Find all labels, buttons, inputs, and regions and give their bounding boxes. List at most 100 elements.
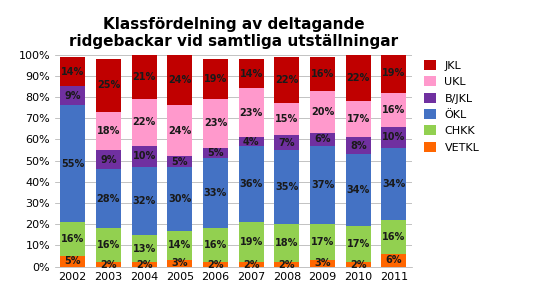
Text: 2%: 2% [243, 259, 260, 270]
Text: 6%: 6% [314, 134, 331, 145]
Bar [167, 167, 192, 231]
Bar [96, 262, 121, 267]
Bar [132, 99, 156, 146]
Text: 2%: 2% [278, 259, 295, 270]
Text: 21%: 21% [132, 72, 156, 82]
Text: 2%: 2% [350, 259, 367, 270]
Bar [346, 154, 371, 226]
Text: 2%: 2% [100, 259, 117, 270]
Text: 55%: 55% [61, 159, 85, 169]
Text: 17%: 17% [311, 237, 334, 247]
Bar [382, 254, 406, 267]
Bar [167, 55, 192, 105]
Bar [346, 226, 371, 262]
Text: 14%: 14% [61, 66, 85, 77]
Bar [96, 59, 121, 112]
Bar [132, 235, 156, 262]
Bar [203, 228, 228, 262]
Bar [96, 169, 121, 228]
Bar [310, 91, 335, 133]
Text: 34%: 34% [382, 179, 406, 189]
Legend: JKL, UKL, B/JKL, ÖKL, CHKK, VETKL: JKL, UKL, B/JKL, ÖKL, CHKK, VETKL [424, 60, 479, 152]
Text: 16%: 16% [61, 234, 85, 244]
Bar [382, 127, 406, 148]
Text: 35%: 35% [275, 182, 299, 192]
Bar [239, 146, 264, 222]
Bar [96, 150, 121, 169]
Bar [346, 137, 371, 154]
Bar [382, 220, 406, 254]
Text: 5%: 5% [207, 148, 224, 158]
Bar [310, 260, 335, 267]
Text: 17%: 17% [346, 114, 370, 124]
Text: 24%: 24% [168, 75, 192, 85]
Bar [132, 262, 156, 267]
Bar [132, 55, 156, 99]
Bar [96, 228, 121, 262]
Text: 2%: 2% [136, 259, 153, 270]
Text: 23%: 23% [239, 108, 263, 118]
Text: 10%: 10% [382, 132, 406, 142]
Bar [346, 55, 371, 101]
Text: 2%: 2% [207, 259, 224, 270]
Text: 28%: 28% [97, 194, 120, 204]
Bar [60, 256, 85, 267]
Text: 5%: 5% [64, 256, 81, 266]
Bar [346, 262, 371, 267]
Bar [239, 88, 264, 137]
Text: 25%: 25% [97, 80, 120, 90]
Bar [382, 93, 406, 127]
Bar [239, 59, 264, 88]
Text: 19%: 19% [204, 74, 227, 84]
Text: 4%: 4% [243, 136, 260, 147]
Text: 16%: 16% [204, 240, 227, 251]
Bar [382, 52, 406, 93]
Text: 19%: 19% [382, 68, 406, 78]
Bar [60, 222, 85, 256]
Text: 18%: 18% [97, 126, 120, 136]
Text: 3%: 3% [314, 258, 331, 268]
Text: 22%: 22% [132, 117, 156, 128]
Bar [274, 57, 299, 103]
Text: 32%: 32% [132, 196, 156, 206]
Bar [203, 59, 228, 99]
Bar [274, 262, 299, 267]
Text: 5%: 5% [171, 157, 188, 167]
Bar [239, 222, 264, 262]
Bar [167, 105, 192, 156]
Bar [60, 86, 85, 105]
Bar [203, 158, 228, 228]
Text: 16%: 16% [382, 105, 406, 115]
Text: 24%: 24% [168, 126, 192, 136]
Text: 13%: 13% [132, 244, 156, 254]
Bar [382, 148, 406, 220]
Bar [203, 99, 228, 148]
Bar [96, 112, 121, 150]
Bar [167, 156, 192, 167]
Bar [239, 137, 264, 146]
Bar [203, 148, 228, 158]
Title: Klassfördelning av deltagande
ridgebackar vid samtliga utställningar: Klassfördelning av deltagande ridgebacka… [69, 17, 398, 49]
Text: 17%: 17% [346, 239, 370, 249]
Bar [60, 105, 85, 222]
Bar [132, 146, 156, 167]
Text: 34%: 34% [346, 185, 370, 195]
Bar [239, 262, 264, 267]
Bar [132, 167, 156, 235]
Text: 22%: 22% [275, 75, 299, 85]
Bar [274, 150, 299, 224]
Bar [60, 57, 85, 86]
Text: 16%: 16% [97, 240, 120, 251]
Text: 3%: 3% [171, 258, 188, 268]
Text: 7%: 7% [278, 138, 295, 148]
Bar [167, 260, 192, 267]
Text: 22%: 22% [346, 73, 370, 83]
Text: 8%: 8% [350, 141, 367, 151]
Text: 18%: 18% [275, 238, 299, 248]
Bar [310, 146, 335, 224]
Bar [310, 224, 335, 260]
Bar [167, 231, 192, 260]
Bar [274, 224, 299, 262]
Bar [310, 133, 335, 146]
Text: 37%: 37% [311, 180, 334, 190]
